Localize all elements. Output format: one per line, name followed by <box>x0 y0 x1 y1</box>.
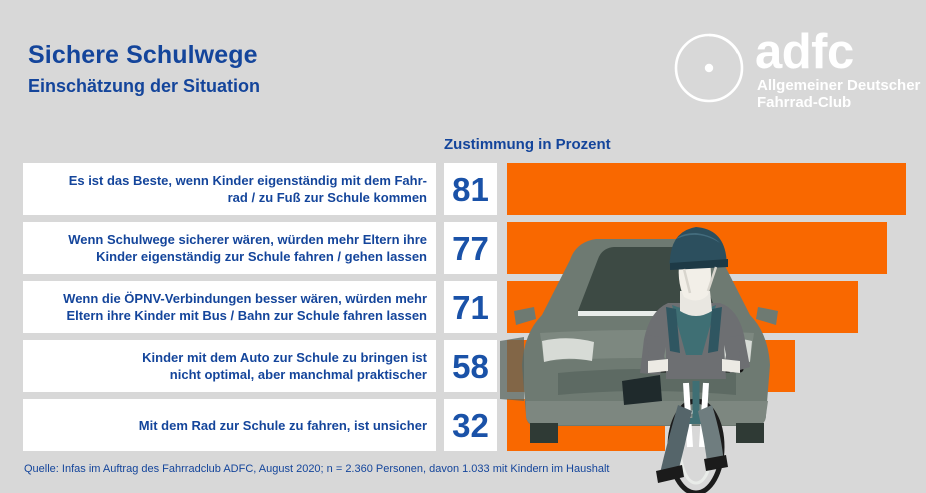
row-label-box: Mit dem Rad zur Schule zu fahren, ist un… <box>23 399 436 451</box>
row-label-line-1: Kinder mit dem Auto zur Schule zu bringe… <box>142 350 427 365</box>
row-label-box: Wenn die ÖPNV-Verbindungen besser wären,… <box>23 281 436 333</box>
source-note: Quelle: Infas im Auftrag des Fahrradclub… <box>24 463 610 475</box>
row-value-text: 58 <box>452 347 489 385</box>
row-bar <box>507 399 665 451</box>
row-label-line-2: Kinder eigenständig zur Schule fahren / … <box>96 249 427 264</box>
row-label-text: Wenn Schulwege sicherer wären, würden me… <box>68 231 427 265</box>
row-label-line-1: Wenn Schulwege sicherer wären, würden me… <box>68 232 427 247</box>
row-bar <box>507 340 795 392</box>
row-value-box: 77 <box>444 222 497 274</box>
row-label-box: Wenn Schulwege sicherer wären, würden me… <box>23 222 436 274</box>
row-value-text: 71 <box>452 288 489 326</box>
bicycle-wheel-icon <box>674 33 744 103</box>
row-value-text: 32 <box>452 406 489 444</box>
row-value-box: 58 <box>444 340 497 392</box>
table-row: Wenn Schulwege sicherer wären, würden me… <box>0 222 926 274</box>
page-title: Sichere Schulwege <box>28 41 258 69</box>
adfc-subtitle-line-1: Allgemeiner Deutscher <box>757 77 921 94</box>
adfc-subtitle-line-2: Fahrrad-Club <box>757 94 852 111</box>
table-row: Kinder mit dem Auto zur Schule zu bringe… <box>0 340 926 392</box>
row-value-box: 81 <box>444 163 497 215</box>
chart-axis-label: Zustimmung in Prozent <box>444 136 611 153</box>
adfc-logo: adfc Allgemeiner Deutscher Fahrrad-Club <box>658 25 920 112</box>
adfc-wordmark: adfc <box>755 25 854 79</box>
row-label-line-2: nicht optimal, aber manchmal praktischer <box>169 367 427 382</box>
row-label-line-2: rad / zu Fuß zur Schule kommen <box>227 190 427 205</box>
row-label-line-1: Mit dem Rad zur Schule zu fahren, ist un… <box>138 417 427 433</box>
row-value-box: 32 <box>444 399 497 451</box>
table-row: Wenn die ÖPNV-Verbindungen besser wären,… <box>0 281 926 333</box>
row-label-text: Kinder mit dem Auto zur Schule zu bringe… <box>142 349 427 383</box>
row-label-line-2: Eltern ihre Kinder mit Bus / Bahn zur Sc… <box>66 308 427 323</box>
row-label-text: Wenn die ÖPNV-Verbindungen besser wären,… <box>63 290 427 324</box>
row-value-text: 77 <box>452 229 489 267</box>
row-bar <box>507 163 906 215</box>
page-subtitle: Einschätzung der Situation <box>28 76 261 96</box>
row-label-text: Es ist das Beste, wenn Kinder eigenständ… <box>69 172 427 206</box>
row-bar <box>507 222 887 274</box>
bar-chart-rows: Es ist das Beste, wenn Kinder eigenständ… <box>0 163 926 458</box>
row-label-line-1: Wenn die ÖPNV-Verbindungen besser wären,… <box>63 291 427 306</box>
table-row: Es ist das Beste, wenn Kinder eigenständ… <box>0 163 926 215</box>
row-value-text: 81 <box>452 170 489 208</box>
row-label-box: Kinder mit dem Auto zur Schule zu bringe… <box>23 340 436 392</box>
row-label-line-1: Es ist das Beste, wenn Kinder eigenständ… <box>68 173 427 188</box>
row-label-box: Es ist das Beste, wenn Kinder eigenständ… <box>23 163 436 215</box>
row-value-box: 71 <box>444 281 497 333</box>
table-row: Mit dem Rad zur Schule zu fahren, ist un… <box>0 399 926 451</box>
row-bar <box>507 281 858 333</box>
row-label-text: Mit dem Rad zur Schule zu fahren, ist un… <box>139 417 427 434</box>
